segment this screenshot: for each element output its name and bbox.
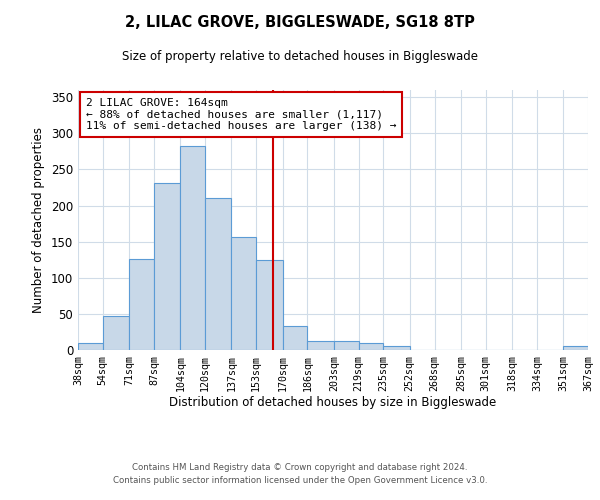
Text: Contains public sector information licensed under the Open Government Licence v3: Contains public sector information licen… [113, 476, 487, 485]
Y-axis label: Number of detached properties: Number of detached properties [32, 127, 46, 313]
Bar [334, 342, 359, 350]
Bar [232, 236, 256, 350]
Bar [154, 183, 181, 350]
Text: 2 LILAC GROVE: 164sqm
← 88% of detached houses are smaller (1,117)
11% of semi-d: 2 LILAC GROVE: 164sqm ← 88% of detached … [86, 98, 396, 131]
Bar [359, 343, 383, 350]
Bar [563, 346, 588, 350]
Bar [205, 198, 232, 350]
X-axis label: Distribution of detached houses by size in Biggleswade: Distribution of detached houses by size … [169, 396, 497, 409]
Bar [383, 346, 410, 350]
Bar [307, 342, 334, 350]
Bar [103, 316, 129, 350]
Text: Size of property relative to detached houses in Biggleswade: Size of property relative to detached ho… [122, 50, 478, 63]
Bar [78, 343, 103, 350]
Text: Contains HM Land Registry data © Crown copyright and database right 2024.: Contains HM Land Registry data © Crown c… [132, 464, 468, 472]
Bar [256, 260, 283, 350]
Text: 2, LILAC GROVE, BIGGLESWADE, SG18 8TP: 2, LILAC GROVE, BIGGLESWADE, SG18 8TP [125, 15, 475, 30]
Bar [129, 259, 154, 350]
Bar [283, 326, 307, 350]
Bar [181, 146, 205, 350]
